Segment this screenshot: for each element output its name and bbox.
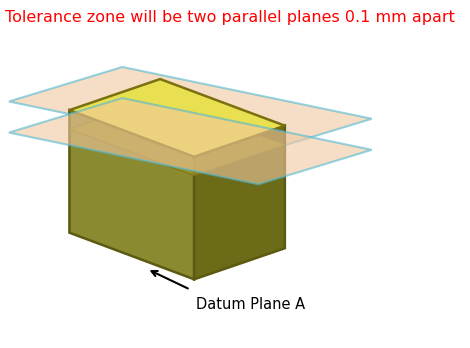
Polygon shape [194, 126, 285, 279]
Polygon shape [70, 98, 285, 176]
Polygon shape [9, 98, 372, 184]
Text: Datum Plane A: Datum Plane A [196, 296, 305, 311]
Text: Tolerance zone will be two parallel planes 0.1 mm apart: Tolerance zone will be two parallel plan… [5, 10, 455, 25]
Polygon shape [9, 67, 372, 153]
Polygon shape [70, 79, 285, 157]
Polygon shape [70, 110, 194, 279]
